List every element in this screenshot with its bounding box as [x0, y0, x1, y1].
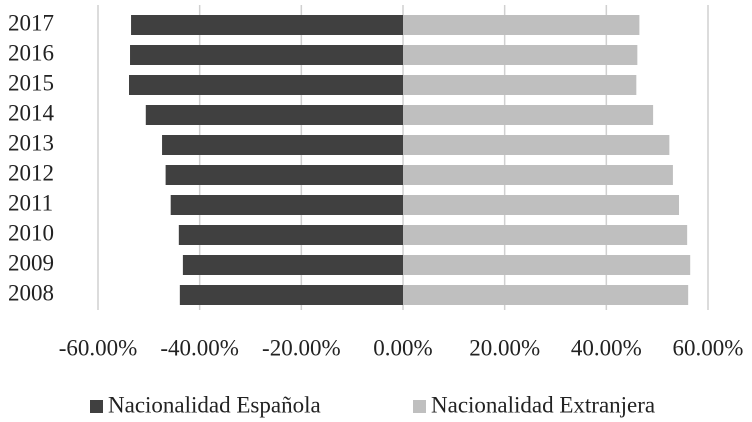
- bar: [403, 285, 689, 305]
- bar: [403, 75, 637, 95]
- bar: [403, 255, 691, 275]
- bar: [165, 165, 403, 185]
- bar: [170, 195, 403, 215]
- bar: [403, 165, 673, 185]
- x-tick-label: 40.00%: [571, 335, 642, 360]
- x-tick-label: 0.00%: [373, 335, 432, 360]
- x-tick-label: 60.00%: [673, 335, 744, 360]
- legend-label: Nacionalidad Extranjera: [431, 392, 655, 417]
- bar: [403, 225, 688, 245]
- bar: [403, 15, 640, 35]
- legend-swatch: [413, 400, 426, 413]
- bar: [145, 105, 404, 125]
- bar: [403, 45, 638, 65]
- bar: [178, 225, 403, 245]
- y-tick-label: 2008: [8, 280, 54, 305]
- y-tick-label: 2010: [8, 220, 54, 245]
- bar: [182, 255, 403, 275]
- y-tick-label: 2013: [8, 130, 54, 155]
- x-tick-label: -60.00%: [59, 335, 138, 360]
- bar: [403, 105, 654, 125]
- y-tick-label: 2015: [8, 70, 54, 95]
- bar: [162, 135, 403, 155]
- legend-swatch: [90, 400, 103, 413]
- y-tick-label: 2014: [8, 100, 55, 125]
- y-tick-label: 2009: [8, 250, 54, 275]
- x-tick-label: -40.00%: [160, 335, 239, 360]
- x-tick-label: -20.00%: [262, 335, 341, 360]
- bar: [403, 195, 680, 215]
- bar: [130, 45, 403, 65]
- bar: [179, 285, 403, 305]
- y-tick-label: 2017: [8, 10, 54, 35]
- bar: [129, 75, 403, 95]
- bar: [403, 135, 670, 155]
- y-tick-label: 2011: [8, 190, 53, 215]
- x-tick-label: 20.00%: [469, 335, 540, 360]
- y-tick-label: 2016: [8, 40, 54, 65]
- bar: [131, 15, 403, 35]
- y-tick-label: 2012: [8, 160, 54, 185]
- legend-label: Nacionalidad Española: [108, 392, 321, 417]
